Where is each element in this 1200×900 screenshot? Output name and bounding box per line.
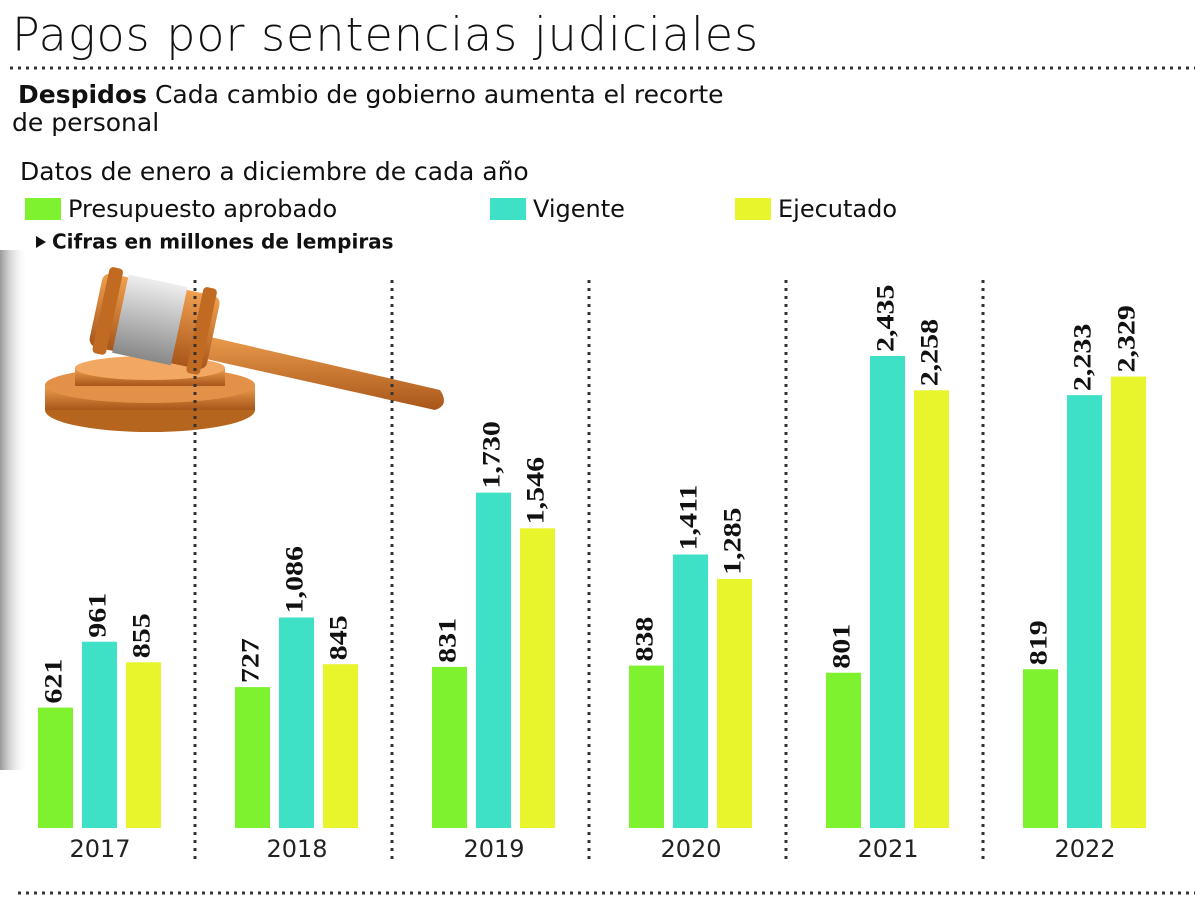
legend-swatch — [735, 198, 771, 220]
value-label: 819 — [1024, 620, 1052, 665]
legend-label: Ejecutado — [778, 195, 897, 223]
bar — [476, 492, 511, 828]
value-label: 2,435 — [871, 285, 899, 352]
chart-title: Pagos por sentencias judiciales — [12, 8, 759, 62]
value-label: 727 — [236, 638, 264, 683]
value-label: 2,258 — [915, 319, 943, 386]
value-label: 845 — [324, 615, 352, 660]
value-label: 838 — [630, 617, 658, 662]
bar — [1023, 669, 1058, 828]
value-label: 1,411 — [674, 485, 702, 551]
value-label: 2,329 — [1112, 305, 1140, 372]
bar — [914, 390, 949, 828]
subtitle-line2: de personal — [12, 108, 159, 137]
x-tick-label: 2022 — [1054, 835, 1115, 863]
units-note: Cifras en millones de lempiras — [52, 230, 394, 254]
legend-swatch — [490, 198, 526, 220]
value-label: 2,233 — [1068, 324, 1096, 391]
value-label: 1,285 — [718, 507, 746, 574]
value-label: 1,546 — [521, 457, 549, 525]
page-shadow — [0, 250, 28, 770]
x-tick-label: 2021 — [857, 835, 918, 863]
value-label: 855 — [127, 613, 155, 658]
bar — [673, 554, 708, 828]
gavel-illustration — [45, 267, 444, 432]
legend-label: Presupuesto aprobado — [68, 195, 337, 223]
value-label: 1,730 — [477, 421, 505, 488]
value-label: 831 — [433, 618, 461, 663]
bar — [38, 707, 73, 828]
value-label: 621 — [39, 659, 67, 704]
value-label: 1,086 — [280, 546, 308, 614]
bar — [82, 641, 117, 828]
x-tick-label: 2019 — [463, 835, 524, 863]
x-tick-label: 2020 — [660, 835, 721, 863]
bar — [432, 666, 467, 828]
bar — [1067, 395, 1102, 828]
bar — [323, 664, 358, 828]
legend-label: Vigente — [533, 195, 625, 223]
note: Datos de enero a diciembre de cada año — [20, 157, 529, 186]
value-label: 801 — [827, 624, 855, 669]
bar — [126, 662, 161, 828]
arrow-icon — [36, 236, 46, 248]
bar — [235, 687, 270, 828]
bar — [520, 528, 555, 828]
subtitle: Cada cambio de gobierno aumenta el recor… — [155, 80, 724, 109]
bar — [870, 356, 905, 828]
value-label: 961 — [83, 593, 111, 638]
x-tick-label: 2018 — [266, 835, 327, 863]
bar — [1111, 376, 1146, 828]
bar — [826, 672, 861, 828]
bar — [629, 665, 664, 828]
bar — [717, 578, 752, 828]
bar — [279, 617, 314, 828]
x-tick-label: 2017 — [69, 835, 130, 863]
legend-swatch — [25, 198, 61, 220]
subtitle-bold: Despidos — [18, 80, 147, 109]
subtitle-line: Despidos Cada cambio de gobierno aumenta… — [18, 80, 724, 109]
